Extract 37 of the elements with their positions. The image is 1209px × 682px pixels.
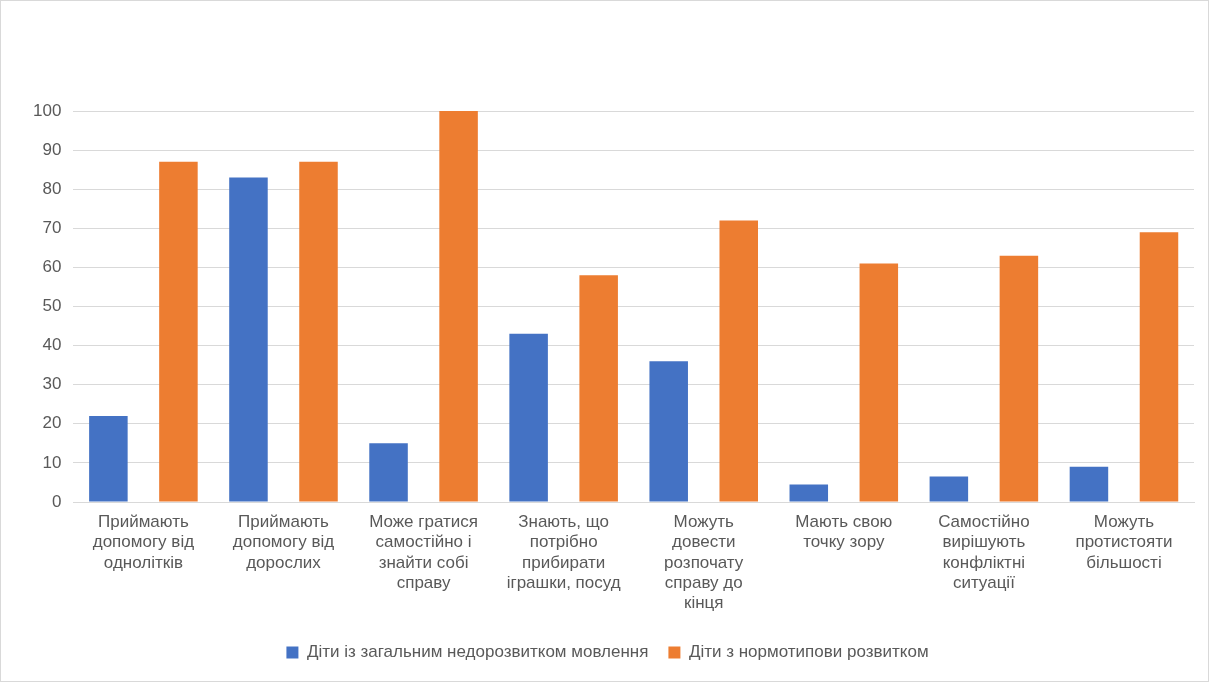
bar: [439, 111, 478, 502]
y-tick-label: 50: [42, 296, 62, 316]
x-tick-label: Самостійно вирішують конфліктні ситуації: [938, 511, 1030, 593]
bar: [719, 220, 758, 502]
bar: [369, 443, 408, 502]
y-tick-label: 100: [32, 100, 62, 120]
y-tick-label: 30: [42, 374, 62, 394]
x-tick-label: Можуть протистояти більшості: [1075, 511, 1173, 572]
bar: [1139, 232, 1179, 502]
x-tick-label: Приймають допомогу від дорослих: [232, 511, 335, 572]
bar: [859, 263, 899, 502]
bar: [159, 161, 198, 502]
x-tick-label: Може гратися самостійно і знайти собі справу: [369, 511, 479, 593]
x-tick-label: Знають, що потрібно прибирати іграшки, посуд: [506, 511, 621, 593]
x-tick-label: Приймають допомогу від однолітків: [92, 511, 195, 572]
legend-label: Діти з нормотипови розвитком: [688, 642, 929, 662]
bar: [789, 484, 829, 502]
y-tick-label: 0: [51, 491, 62, 511]
bar: [229, 177, 268, 502]
bar: [649, 361, 688, 502]
y-tick-label: 60: [42, 257, 62, 277]
y-tick-label: 80: [42, 178, 62, 198]
x-tick-label: Мають свою точку зору: [795, 511, 893, 552]
bar: [1069, 466, 1109, 502]
bar: [929, 476, 969, 502]
y-tick-label: 40: [42, 335, 62, 355]
y-tick-label: 70: [42, 217, 62, 237]
x-tick-label: Можуть довести розпочату справу до кінця: [664, 511, 744, 613]
bar: [579, 275, 618, 502]
bar: [509, 333, 548, 502]
bar: [89, 415, 128, 502]
legend-label: Діти із загальним недорозвитком мовлення: [306, 642, 649, 662]
bar: [299, 161, 338, 502]
y-tick-label: 20: [42, 413, 62, 433]
bar: [999, 255, 1039, 502]
y-tick-label: 10: [42, 452, 62, 472]
y-tick-label: 90: [42, 139, 62, 159]
